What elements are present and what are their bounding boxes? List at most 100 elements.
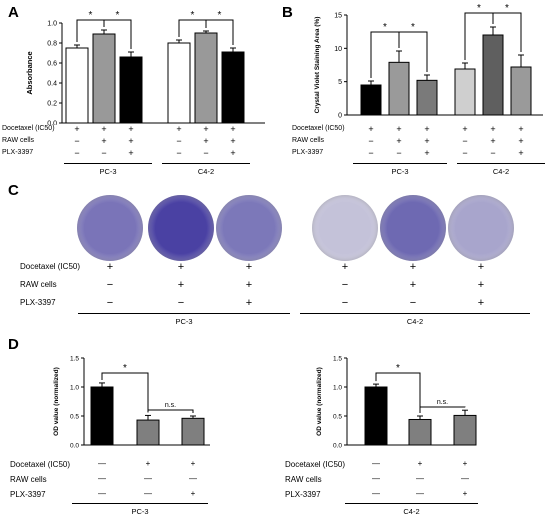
condition-sign: −: [101, 148, 107, 158]
bar: [416, 79, 438, 116]
condition-sign: +: [490, 124, 496, 134]
condition-label: PLX-3397: [10, 490, 46, 499]
bar: [92, 33, 116, 124]
condition-label: Docetaxel (IC50): [10, 460, 71, 469]
condition-sign: +: [341, 261, 349, 273]
condition-sign: +: [230, 124, 236, 134]
culture-dish-image: [312, 195, 378, 261]
y-tick-label: 0.6: [47, 61, 57, 68]
bar: [167, 42, 191, 124]
ns-bracket: [147, 409, 194, 413]
group-label: C4-2: [492, 167, 510, 176]
condition-label: Docetaxel (IC50): [20, 262, 81, 271]
bar: [65, 47, 89, 124]
panel-letter-b: B: [282, 4, 293, 21]
culture-dish-image: [148, 195, 214, 261]
condition-sign: +: [177, 279, 185, 291]
condition-label: PLX-3397: [2, 149, 34, 156]
condition-sign: —: [372, 459, 380, 468]
condition-sign: −: [74, 148, 80, 158]
condition-sign: +: [396, 124, 402, 134]
group-underline: [64, 163, 152, 164]
y-tick-label: 1.0: [333, 385, 342, 392]
significance-bracket: [492, 12, 522, 52]
condition-sign: −: [176, 136, 182, 146]
condition-sign: —: [461, 474, 469, 483]
group-label: PC-3: [131, 507, 149, 516]
ns-bracket: [419, 406, 466, 413]
significance-mark: *: [191, 10, 195, 21]
significance-mark: *: [383, 22, 387, 33]
condition-sign: −: [341, 297, 349, 309]
condition-sign: +: [409, 279, 417, 291]
condition-sign: −: [203, 148, 209, 158]
chart-d-c42: 0.0 0.5 1.0 1.5 OD value (normalized) * n.s.: [316, 356, 477, 450]
y-tick-label: 0.8: [47, 41, 57, 48]
bar: [181, 417, 205, 446]
chart-a: 0.0 0.2 0.4 0.6 0.8 1.0 Absorbance * * * *: [25, 10, 265, 125]
condition-sign: −: [74, 136, 80, 146]
significance-mark: *: [477, 3, 481, 14]
group-underline: [353, 163, 447, 164]
condition-label: RAW cells: [2, 137, 35, 144]
condition-sign: +: [424, 148, 430, 158]
bar: [221, 51, 245, 124]
condition-label: PLX-3397: [292, 149, 324, 156]
group-label: C4-2: [197, 167, 215, 176]
culture-dish-image: [448, 195, 514, 261]
condition-sign: −: [368, 148, 374, 158]
significance-mark: *: [89, 10, 93, 21]
group-underline: [72, 503, 208, 504]
condition-sign: +: [462, 124, 468, 134]
condition-sign: −: [396, 148, 402, 158]
condition-sign: +: [190, 489, 196, 498]
group-underline: [78, 313, 290, 314]
group-label: PC-3: [175, 317, 193, 326]
condition-sign: +: [490, 136, 496, 146]
group-label: C4-2: [406, 317, 424, 326]
condition-label: RAW cells: [292, 137, 325, 144]
condition-sign: +: [203, 124, 209, 134]
bar: [454, 68, 476, 116]
group-underline: [345, 503, 478, 504]
condition-sign: +: [245, 279, 253, 291]
condition-sign: +: [396, 136, 402, 146]
significance-bracket: [398, 31, 428, 72]
y-tick-label: 0.4: [47, 81, 57, 88]
y-axis-label: OD value (normalized): [316, 367, 323, 436]
panel-letter-a: A: [8, 4, 19, 21]
condition-sign: +: [518, 124, 524, 134]
bar: [453, 414, 477, 446]
y-tick-label: 1.0: [47, 21, 57, 28]
y-axis-label: OD value (normalized): [53, 367, 60, 436]
significance-mark: *: [396, 363, 400, 374]
bar: [510, 66, 532, 116]
ns-mark: n.s.: [437, 399, 448, 406]
y-tick-label: 1.5: [333, 356, 342, 363]
bar: [408, 418, 432, 446]
condition-sign: +: [409, 261, 417, 273]
condition-sign: +: [477, 297, 485, 309]
bar: [119, 56, 143, 124]
group-label: C4-2: [403, 507, 420, 516]
panel-letter-c: C: [8, 182, 19, 199]
condition-label: RAW cells: [10, 475, 47, 484]
condition-sign: +: [477, 261, 485, 273]
significance-mark: *: [123, 363, 127, 374]
condition-sign: +: [101, 124, 107, 134]
chart-d-pc3: 0.0 0.5 1.0 1.5 OD value (normalized) * n.s.: [53, 356, 210, 450]
condition-sign: —: [416, 489, 424, 498]
condition-sign: —: [98, 459, 106, 468]
condition-sign: −: [176, 148, 182, 158]
y-tick-label: 15: [334, 13, 342, 20]
condition-sign: —: [189, 474, 197, 483]
significance-mark: *: [218, 10, 222, 21]
condition-sign: +: [177, 261, 185, 273]
group-underline: [162, 163, 250, 164]
condition-sign: +: [176, 124, 182, 134]
bar: [482, 34, 504, 116]
y-axis-label: Crystal Violet Staining Area (%): [314, 17, 321, 114]
bar: [90, 386, 114, 446]
group-underline: [300, 313, 530, 314]
condition-sign: −: [106, 297, 114, 309]
